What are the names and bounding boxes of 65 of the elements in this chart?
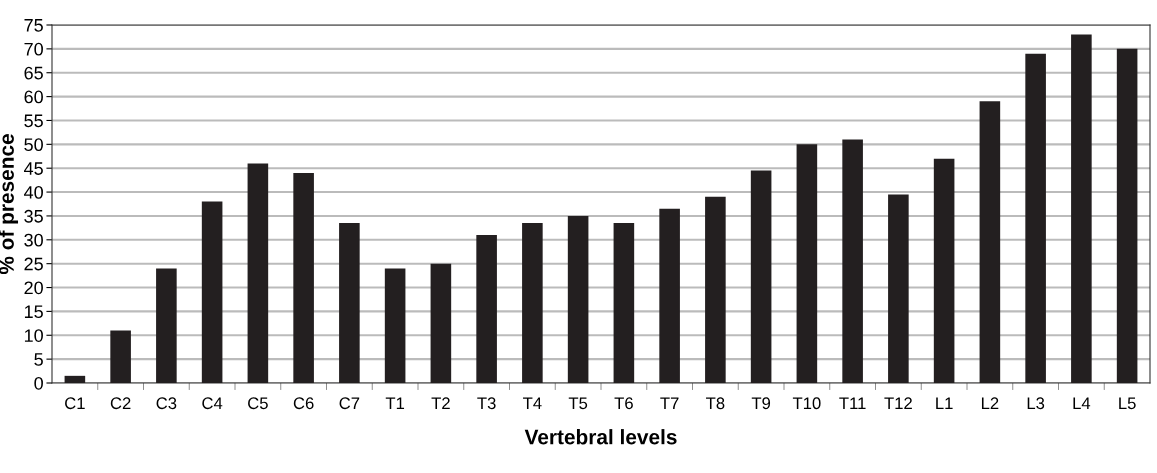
bar [659,208,680,383]
x-tick-label: T10 [792,397,821,410]
bar [201,201,223,383]
y-tick-label: 70 [24,42,43,56]
x-tick-label: L3 [1027,397,1045,410]
y-tick-label: 20 [24,281,43,295]
y-tick-label: 5 [34,353,43,366]
x-tick-label: C5 [248,397,268,410]
bar [705,196,726,383]
bar [339,223,360,383]
x-tick-label: T11 [839,397,866,409]
x-axis-title: Vertebral levels [524,429,677,445]
bar [1025,53,1046,383]
y-tick-label: 10 [24,329,43,342]
y-tick-label: 75 [24,19,43,32]
bar [796,144,818,383]
x-tick-label: L2 [981,397,999,409]
x-tick-label: T3 [477,397,496,410]
x-tick-label: T2 [431,397,450,409]
y-tick-label: 50 [24,138,43,152]
x-tick-label: C2 [110,397,131,410]
bar [750,170,772,383]
x-tick-label: C6 [293,397,314,410]
bar [384,268,406,383]
y-tick-label: 25 [24,257,43,271]
x-tick-label: T8 [706,397,725,410]
y-tick-label: 55 [24,114,43,128]
bar [1071,34,1092,383]
y-tick-label: 15 [24,305,43,319]
bar [842,139,863,383]
x-tick-label: C4 [202,397,223,410]
x-tick-label: T12 [884,397,912,409]
bar [430,263,452,383]
y-tick-label: 60 [24,90,43,104]
x-tick-label: C7 [339,397,360,410]
bar [110,330,131,383]
x-tick-label: T6 [614,397,633,410]
x-tick-label: T4 [523,397,542,409]
bar [522,223,543,383]
x-tick-label: L5 [1119,397,1136,410]
y-tick-label: 30 [24,233,43,247]
y-tick-label: 0 [34,376,43,390]
x-tick-label: T9 [751,397,771,410]
x-tick-label: T7 [660,397,679,409]
x-tick-label: L1 [936,397,953,409]
y-tick-label: 40 [24,186,43,199]
bar [888,194,909,383]
y-tick-label: 35 [24,209,43,223]
x-tick-label: T5 [568,397,588,410]
bar [156,268,177,383]
x-tick-label: C1 [65,397,85,410]
y-tick-label: 45 [24,162,43,175]
bar [933,158,955,383]
x-tick-label: C3 [156,397,177,410]
bar [979,101,1001,383]
x-tick-label: T1 [385,397,405,409]
bar [64,375,86,383]
bar [247,163,269,383]
y-tick-label: 65 [24,66,43,80]
bar [1116,48,1138,383]
bar [476,235,497,383]
bar [567,215,589,383]
x-tick-label: L4 [1073,397,1091,409]
bar [293,172,314,383]
bar [613,223,635,383]
